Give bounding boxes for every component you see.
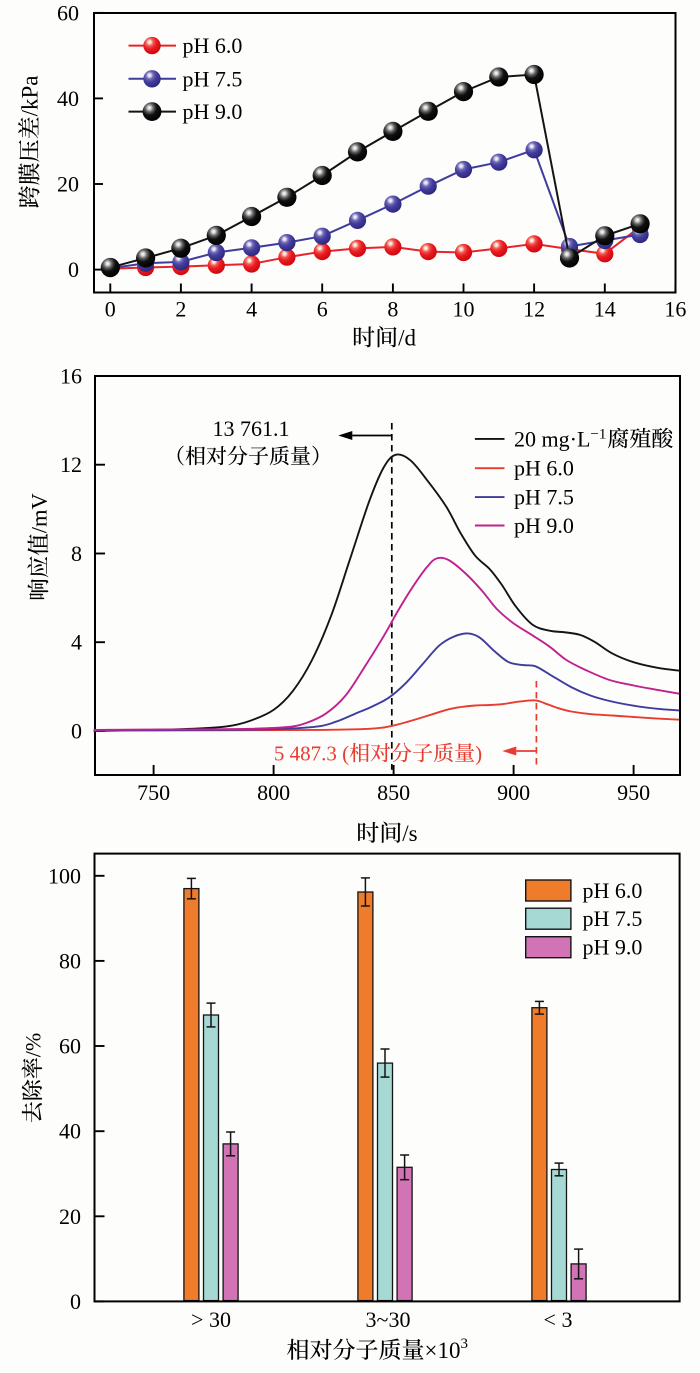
svg-text:/mV: /mV <box>27 493 52 533</box>
svg-text:900: 900 <box>497 780 530 805</box>
svg-text:pH 9.0: pH 9.0 <box>514 513 574 538</box>
svg-text:4: 4 <box>246 297 257 322</box>
svg-text:pH 7.5: pH 7.5 <box>514 485 574 510</box>
svg-text:−1: −1 <box>590 426 606 442</box>
svg-text:pH 9.0: pH 9.0 <box>183 99 243 124</box>
svg-text:3: 3 <box>461 1336 469 1352</box>
svg-text:2: 2 <box>175 297 186 322</box>
svg-text:/%: /% <box>20 1033 45 1057</box>
svg-text:40: 40 <box>59 1119 81 1144</box>
svg-text:100: 100 <box>48 863 81 888</box>
svg-text:12: 12 <box>523 297 545 322</box>
svg-text:pH 6.0: pH 6.0 <box>583 878 643 903</box>
svg-text:): ) <box>475 742 482 766</box>
svg-text:16: 16 <box>664 297 686 322</box>
svg-text:800: 800 <box>257 780 290 805</box>
svg-text:20: 20 <box>57 172 79 197</box>
svg-text:0: 0 <box>68 257 79 282</box>
svg-text:10: 10 <box>453 297 475 322</box>
svg-text:pH 6.0: pH 6.0 <box>183 33 243 58</box>
svg-text:3~30: 3~30 <box>366 1307 411 1332</box>
svg-text:80: 80 <box>59 948 81 973</box>
svg-text:40: 40 <box>57 86 79 111</box>
svg-text:13 761.1: 13 761.1 <box>213 416 290 441</box>
svg-text:60: 60 <box>57 0 79 25</box>
svg-text:5 487.3 (: 5 487.3 ( <box>274 742 349 766</box>
svg-text:pH 7.5: pH 7.5 <box>583 906 643 931</box>
svg-text:6: 6 <box>317 297 328 322</box>
svg-text:0: 0 <box>71 719 82 744</box>
svg-text:/d: /d <box>398 326 416 351</box>
svg-text:8: 8 <box>71 541 82 566</box>
svg-text:> 30: > 30 <box>191 1307 231 1332</box>
svg-text:/kPa: /kPa <box>18 76 43 117</box>
svg-text:pH 6.0: pH 6.0 <box>514 456 574 481</box>
svg-text:60: 60 <box>59 1034 81 1059</box>
svg-text:0: 0 <box>105 297 116 322</box>
svg-text:0: 0 <box>70 1289 81 1314</box>
svg-text:pH 9.0: pH 9.0 <box>583 935 643 960</box>
svg-text:20: 20 <box>59 1204 81 1229</box>
svg-text:950: 950 <box>617 780 650 805</box>
svg-text:/s: /s <box>402 821 417 846</box>
svg-text:850: 850 <box>377 780 410 805</box>
svg-text:4: 4 <box>71 630 82 655</box>
svg-text:×10: ×10 <box>425 1338 461 1363</box>
svg-text:14: 14 <box>594 297 616 322</box>
svg-text:20 mg·L: 20 mg·L <box>514 426 590 451</box>
svg-text:12: 12 <box>60 452 82 477</box>
svg-text:pH 7.5: pH 7.5 <box>183 66 243 91</box>
svg-text:< 3: < 3 <box>544 1307 573 1332</box>
svg-text:8: 8 <box>387 297 398 322</box>
svg-text:16: 16 <box>60 364 82 389</box>
svg-text:750: 750 <box>137 780 170 805</box>
